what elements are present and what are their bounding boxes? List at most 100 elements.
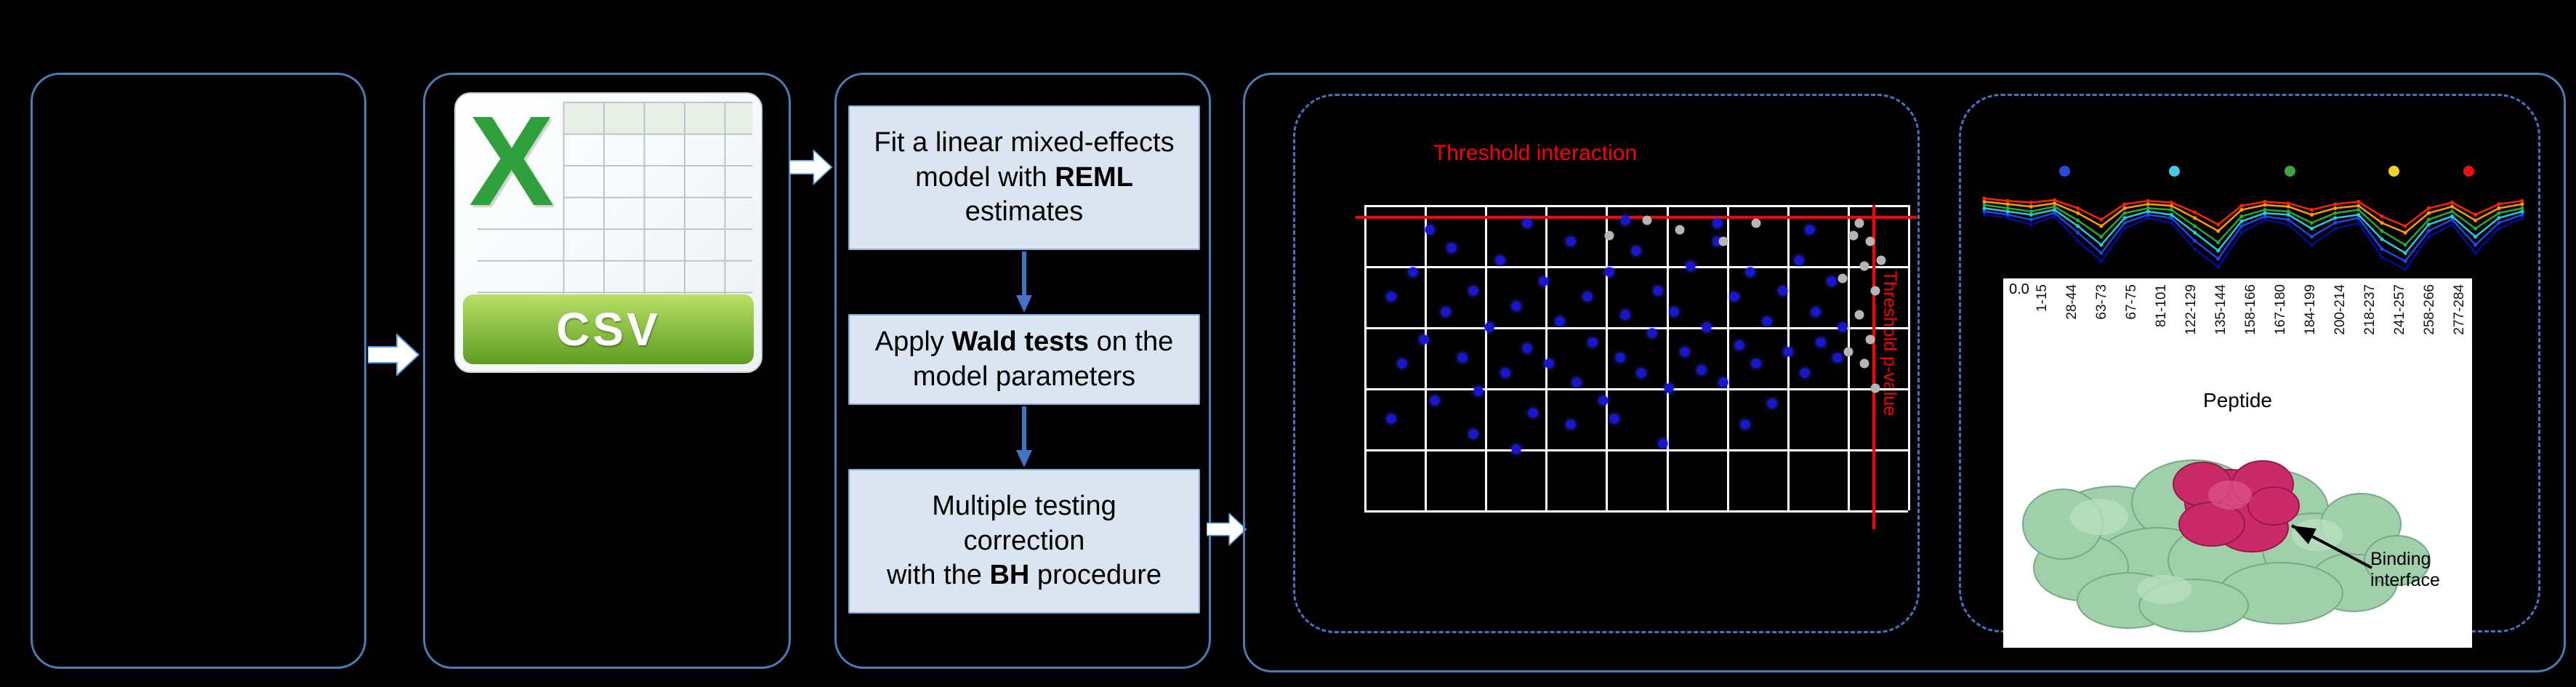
peptide-tick-label: 258-266 (2422, 284, 2437, 335)
peptide-axis-card: 0.0 1-15 28-44 63-73 67-75 81-101 122-129 135-… (2003, 278, 2472, 648)
series-marker (2099, 243, 2104, 247)
series-marker (2076, 206, 2080, 210)
gridline (1364, 388, 1908, 390)
series-marker (2450, 200, 2455, 205)
peptide-x-ticks: 1-15 28-44 63-73 67-75 81-101 122-129 135-144 1… (2034, 284, 2467, 387)
scatter-point-blue (1544, 358, 1554, 369)
series-marker (2309, 208, 2314, 212)
series-marker (2029, 212, 2033, 217)
series-marker (2520, 206, 2524, 210)
scatter-point-blue (1473, 386, 1484, 396)
series-marker (2122, 206, 2127, 210)
series-marker (2426, 211, 2431, 215)
peptide-tick-label: 158-166 (2243, 284, 2258, 335)
gridline (1726, 205, 1729, 510)
series-marker (2474, 218, 2478, 222)
spreadsheet-grid-icon (477, 101, 753, 294)
series-marker (2192, 210, 2197, 214)
series-marker (2356, 199, 2361, 204)
series-marker (2146, 212, 2150, 217)
scatter-point-blue (1636, 368, 1646, 378)
scatter-point-blue (1794, 255, 1804, 265)
series-line-navy (1984, 214, 2523, 271)
series-marker (2099, 259, 2104, 263)
flow-arrow-right-icon (368, 334, 419, 376)
series-marker (2333, 226, 2338, 230)
flow-arrow-right-icon (789, 149, 833, 185)
protein-structure-image (2022, 459, 2431, 632)
peptide-tick-label: 67-75 (2124, 284, 2139, 320)
peptide-tick-label: 241-257 (2392, 284, 2407, 335)
series-marker (2333, 220, 2338, 225)
series-marker (2052, 198, 2057, 202)
series-marker (2146, 216, 2150, 220)
series-marker (2520, 216, 2524, 220)
series-marker (2029, 222, 2033, 227)
legend-dot (2463, 166, 2474, 177)
peptide-tick-label: 81-101 (2154, 284, 2169, 328)
scatter-point-blue (1511, 444, 1521, 454)
series-marker (2076, 211, 2080, 215)
series-marker (2380, 229, 2384, 233)
scatter-point-blue (1740, 419, 1750, 430)
scatter-point-blue (1457, 353, 1468, 363)
threshold-pvalue-line (1872, 205, 1876, 529)
scatter-point-blue (1522, 218, 1532, 228)
scatter-point-blue (1686, 261, 1696, 271)
series-marker (1982, 209, 1987, 214)
gridline (1364, 510, 1908, 513)
series-marker (2239, 214, 2244, 219)
series-marker (2520, 212, 2524, 217)
series-marker (1982, 203, 1987, 207)
series-marker (2474, 243, 2478, 247)
scatter-point-blue (1539, 276, 1549, 286)
scatter-point-blue (1484, 322, 1494, 332)
series-marker (2076, 218, 2080, 222)
series-marker (2356, 220, 2361, 225)
series-line-blue (1984, 210, 2523, 262)
scatter-point-blue (1386, 292, 1396, 302)
series-marker (2052, 208, 2057, 212)
peptide-tick-label: 218-237 (2362, 284, 2378, 335)
series-marker (2005, 198, 2010, 203)
series-marker (2380, 255, 2384, 260)
peptide-tick-label: 63-73 (2094, 284, 2109, 320)
gridline (1787, 205, 1790, 510)
series-marker (2474, 251, 2478, 255)
legend-dot (2058, 166, 2070, 177)
step-bh-text: Multiple testing correction with the BH … (886, 491, 1162, 591)
series-marker (2029, 217, 2033, 222)
binding-interface-label: Binding interface (2370, 549, 2440, 590)
series-marker (2450, 217, 2455, 222)
series-marker (2426, 222, 2431, 227)
gridline (1545, 205, 1548, 510)
series-marker (2239, 224, 2244, 228)
series-marker (2052, 211, 2057, 215)
series-line-red (1984, 197, 2523, 228)
scatter-point-blue (1664, 383, 1674, 393)
y-axis-tick: 0.0 (2009, 281, 2029, 297)
scatter-point-blue (1430, 395, 1440, 406)
scatter-point-gray (1859, 261, 1869, 271)
series-marker (2450, 222, 2455, 227)
legend-dot (2168, 166, 2180, 177)
series-marker (2076, 230, 2080, 235)
scatter-point-gray (1718, 236, 1728, 246)
scatter-point-blue (1441, 307, 1451, 317)
scatter-point-blue (1778, 286, 1788, 296)
series-marker (2029, 209, 2033, 214)
scatter-point-gray (1870, 286, 1880, 296)
excel-x-logo: X (469, 92, 555, 233)
panel-input (31, 73, 366, 669)
scatter-point-gray (1838, 273, 1848, 284)
series-marker (2497, 226, 2501, 230)
series-marker (2497, 211, 2501, 215)
scatter-point-blue (1729, 292, 1739, 302)
series-marker (2450, 204, 2455, 209)
peptide-tick-label: 200-214 (2333, 284, 2348, 335)
scatter-point-blue (1658, 438, 1668, 449)
series-marker (2052, 214, 2057, 219)
series-marker (2474, 212, 2478, 217)
scatter-point-gray (1604, 230, 1614, 241)
